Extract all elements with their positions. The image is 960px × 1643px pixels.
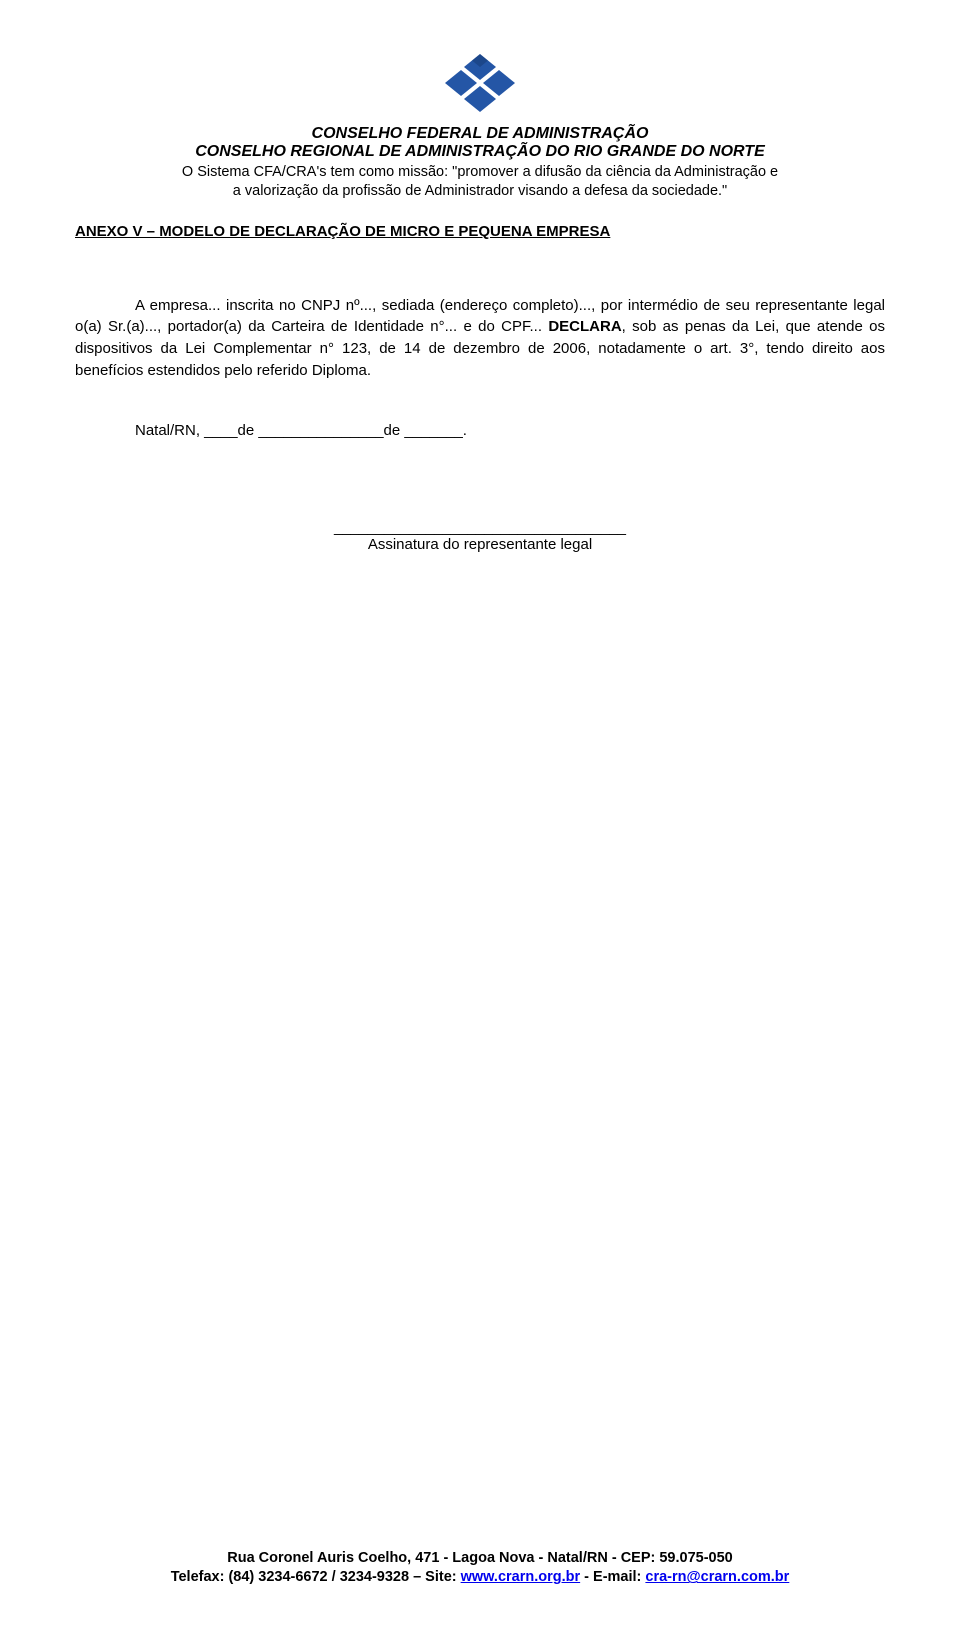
declaration-body: A empresa... inscrita no CNPJ nº..., sed… (75, 295, 885, 382)
anexo-title: ANEXO V – MODELO DE DECLARAÇÃO DE MICRO … (75, 223, 885, 240)
footer-site-link[interactable]: www.crarn.org.br (461, 1569, 581, 1585)
org-title-line1: CONSELHO FEDERAL DE ADMINISTRAÇÃO (75, 125, 885, 143)
declara-word: DECLARA (548, 318, 621, 335)
footer-contact: Telefax: (84) 3234-6672 / 3234-9328 – Si… (75, 1568, 885, 1588)
signature-block: ___________________________________ Assi… (75, 519, 885, 553)
cfa-logo (439, 50, 521, 117)
header-block: CONSELHO FEDERAL DE ADMINISTRAÇÃO CONSEL… (75, 50, 885, 201)
footer: Rua Coronel Auris Coelho, 471 - Lagoa No… (75, 1549, 885, 1588)
signature-label: Assinatura do representante legal (368, 536, 592, 553)
org-title-line2: CONSELHO REGIONAL DE ADMINISTRAÇÃO DO RI… (75, 143, 885, 161)
mission-line2: a valorização da profissão de Administra… (75, 182, 885, 201)
date-line: Natal/RN, ____de _______________de _____… (135, 422, 885, 439)
footer-telefax-prefix: Telefax: (84) 3234-6672 / 3234-9328 – Si… (171, 1569, 461, 1585)
footer-email-link[interactable]: cra-rn@crarn.com.br (645, 1569, 789, 1585)
signature-line: ___________________________________ (334, 519, 626, 536)
page: CONSELHO FEDERAL DE ADMINISTRAÇÃO CONSEL… (0, 0, 960, 1643)
footer-address: Rua Coronel Auris Coelho, 471 - Lagoa No… (75, 1549, 885, 1569)
mission-line1: O Sistema CFA/CRA's tem como missão: "pr… (75, 163, 885, 182)
footer-mid: - E-mail: (580, 1569, 645, 1585)
